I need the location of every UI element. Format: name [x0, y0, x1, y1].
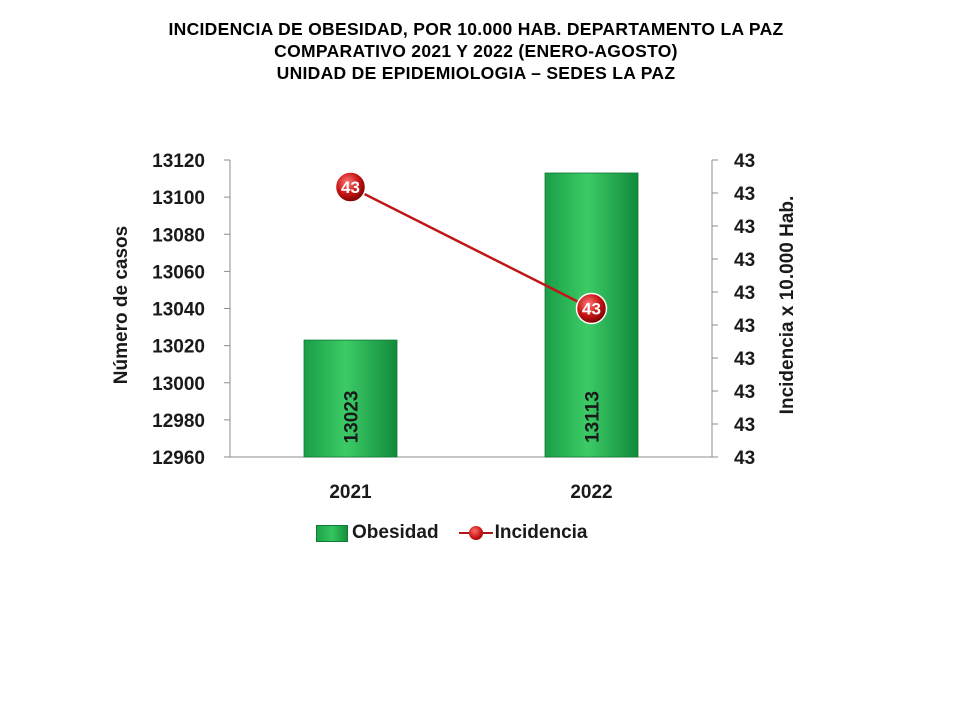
y2-tick-label: 43: [734, 415, 755, 436]
line-incidencia: [349, 185, 593, 310]
y2-tick-label: 43: [734, 448, 755, 469]
point-data-label: 43: [341, 178, 360, 197]
y-axis-title: Número de casos: [111, 226, 132, 384]
y-tick-label: 12980: [152, 411, 205, 432]
y-tick-label: 13120: [152, 151, 205, 172]
bar-obesidad-2021: [303, 339, 398, 458]
y2-tick-label: 43: [734, 250, 755, 271]
legend-label-incidencia: Incidencia: [494, 522, 588, 543]
y-tick-label: 13040: [152, 300, 205, 321]
title-line-2: COMPARATIVO 2021 Y 2022 (ENERO-AGOSTO): [274, 41, 678, 61]
y2-tick-label: 43: [734, 217, 755, 238]
y-tick-label: 13020: [152, 337, 205, 358]
y-tick-label: 13060: [152, 262, 205, 283]
legend-item-obesidad: Obesidad: [316, 522, 439, 544]
point-incidencia-2021: [334, 171, 367, 203]
chart-title: INCIDENCIA DE OBESIDAD, POR 10.000 HAB. …: [0, 18, 952, 84]
y-tick-label: 13080: [152, 225, 205, 246]
y2-axis-title: Incidencia x 10.000 Hab.: [777, 196, 798, 415]
y-tick-label: 13000: [152, 374, 205, 395]
y2-tick-label: 43: [734, 283, 755, 304]
y2-tick-label: 43: [734, 382, 755, 403]
point-incidencia-2022: [575, 292, 608, 325]
y-tick-label: 12960: [152, 448, 205, 469]
point-data-label: 43: [582, 300, 601, 319]
y-tick-label: 13100: [152, 188, 205, 209]
bar-data-label: 13023: [342, 391, 363, 444]
x-tick-label: 2021: [329, 482, 372, 503]
legend-bar-swatch: [316, 524, 348, 542]
title-line-1: INCIDENCIA DE OBESIDAD, POR 10.000 HAB. …: [168, 19, 784, 39]
title-line-3: UNIDAD DE EPIDEMIOLOGIA – SEDES LA PAZ: [276, 63, 676, 83]
x-tick-label: 2022: [570, 482, 612, 503]
legend: Obesidad Incidencia: [316, 522, 608, 544]
legend-label-obesidad: Obesidad: [352, 522, 439, 543]
y2-tick-label: 43: [734, 151, 755, 172]
legend-line-swatch: [458, 525, 493, 541]
y2-tick-label: 43: [734, 316, 755, 337]
legend-item-incidencia: Incidencia: [458, 522, 588, 544]
y2-tick-label: 43: [734, 184, 755, 205]
y2-tick-label: 43: [734, 349, 755, 370]
bar-data-label: 13113: [583, 391, 604, 443]
